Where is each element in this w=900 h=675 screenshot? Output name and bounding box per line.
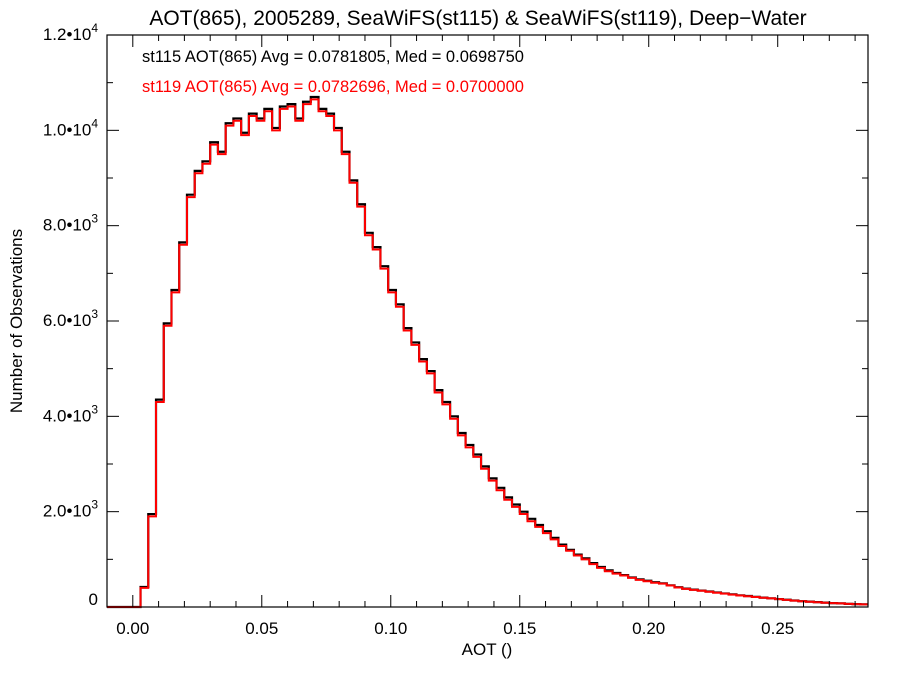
x-axis-label: AOT () <box>462 640 513 659</box>
x-tick-label: 0.00 <box>116 619 149 638</box>
y-tick-exponent: 3 <box>91 212 98 226</box>
y-tick-mantissa: 1.2•10 <box>43 25 92 44</box>
y-tick-mantissa: 0 <box>89 590 98 609</box>
y-tick-exponent: 3 <box>91 307 98 321</box>
x-tick-label: 0.10 <box>374 619 407 638</box>
x-tick-label: 0.05 <box>245 619 278 638</box>
y-tick-label: 6.0•103 <box>43 307 99 330</box>
y-tick-label: 1.0•104 <box>43 116 99 139</box>
series-line-st115 <box>107 95 868 609</box>
legend-entry-st119: st119 AOT(865) Avg = 0.0782696, Med = 0.… <box>142 78 524 96</box>
y-tick-exponent: 3 <box>91 498 98 512</box>
series-line-st119 <box>107 98 868 608</box>
y-tick-label: 1.2•104 <box>43 21 99 44</box>
y-tick-exponent: 4 <box>91 21 98 35</box>
y-tick-label: 0 <box>89 590 98 609</box>
plot-frame <box>106 34 869 608</box>
y-axis-label: Number of Observations <box>7 229 26 413</box>
y-tick-label: 8.0•103 <box>43 212 99 235</box>
y-tick-mantissa: 4.0•10 <box>43 406 92 425</box>
y-axis: 02.0•1034.0•1036.0•1038.0•1031.0•1041.2•… <box>43 21 868 609</box>
y-tick-exponent: 4 <box>91 116 98 130</box>
y-tick-label: 4.0•103 <box>43 402 99 425</box>
y-tick-exponent: 3 <box>91 402 98 416</box>
y-tick-mantissa: 8.0•10 <box>43 216 92 235</box>
y-tick-label: 2.0•103 <box>43 498 99 521</box>
x-tick-label: 0.25 <box>761 619 794 638</box>
chart-title: AOT(865), 2005289, SeaWiFS(st115) & SeaW… <box>149 7 806 30</box>
x-axis: 0.00 0.05 0.10 0.15 0.20 0.25 <box>116 35 856 638</box>
x-tick-label: 0.15 <box>503 619 536 638</box>
x-tick-label: 0.20 <box>632 619 665 638</box>
y-tick-mantissa: 6.0•10 <box>43 311 92 330</box>
legend-entry-st115: st115 AOT(865) Avg = 0.0781805, Med = 0.… <box>142 48 524 66</box>
y-tick-mantissa: 2.0•10 <box>43 502 92 521</box>
y-tick-mantissa: 1.0•10 <box>43 120 92 139</box>
series-layer <box>107 95 868 609</box>
